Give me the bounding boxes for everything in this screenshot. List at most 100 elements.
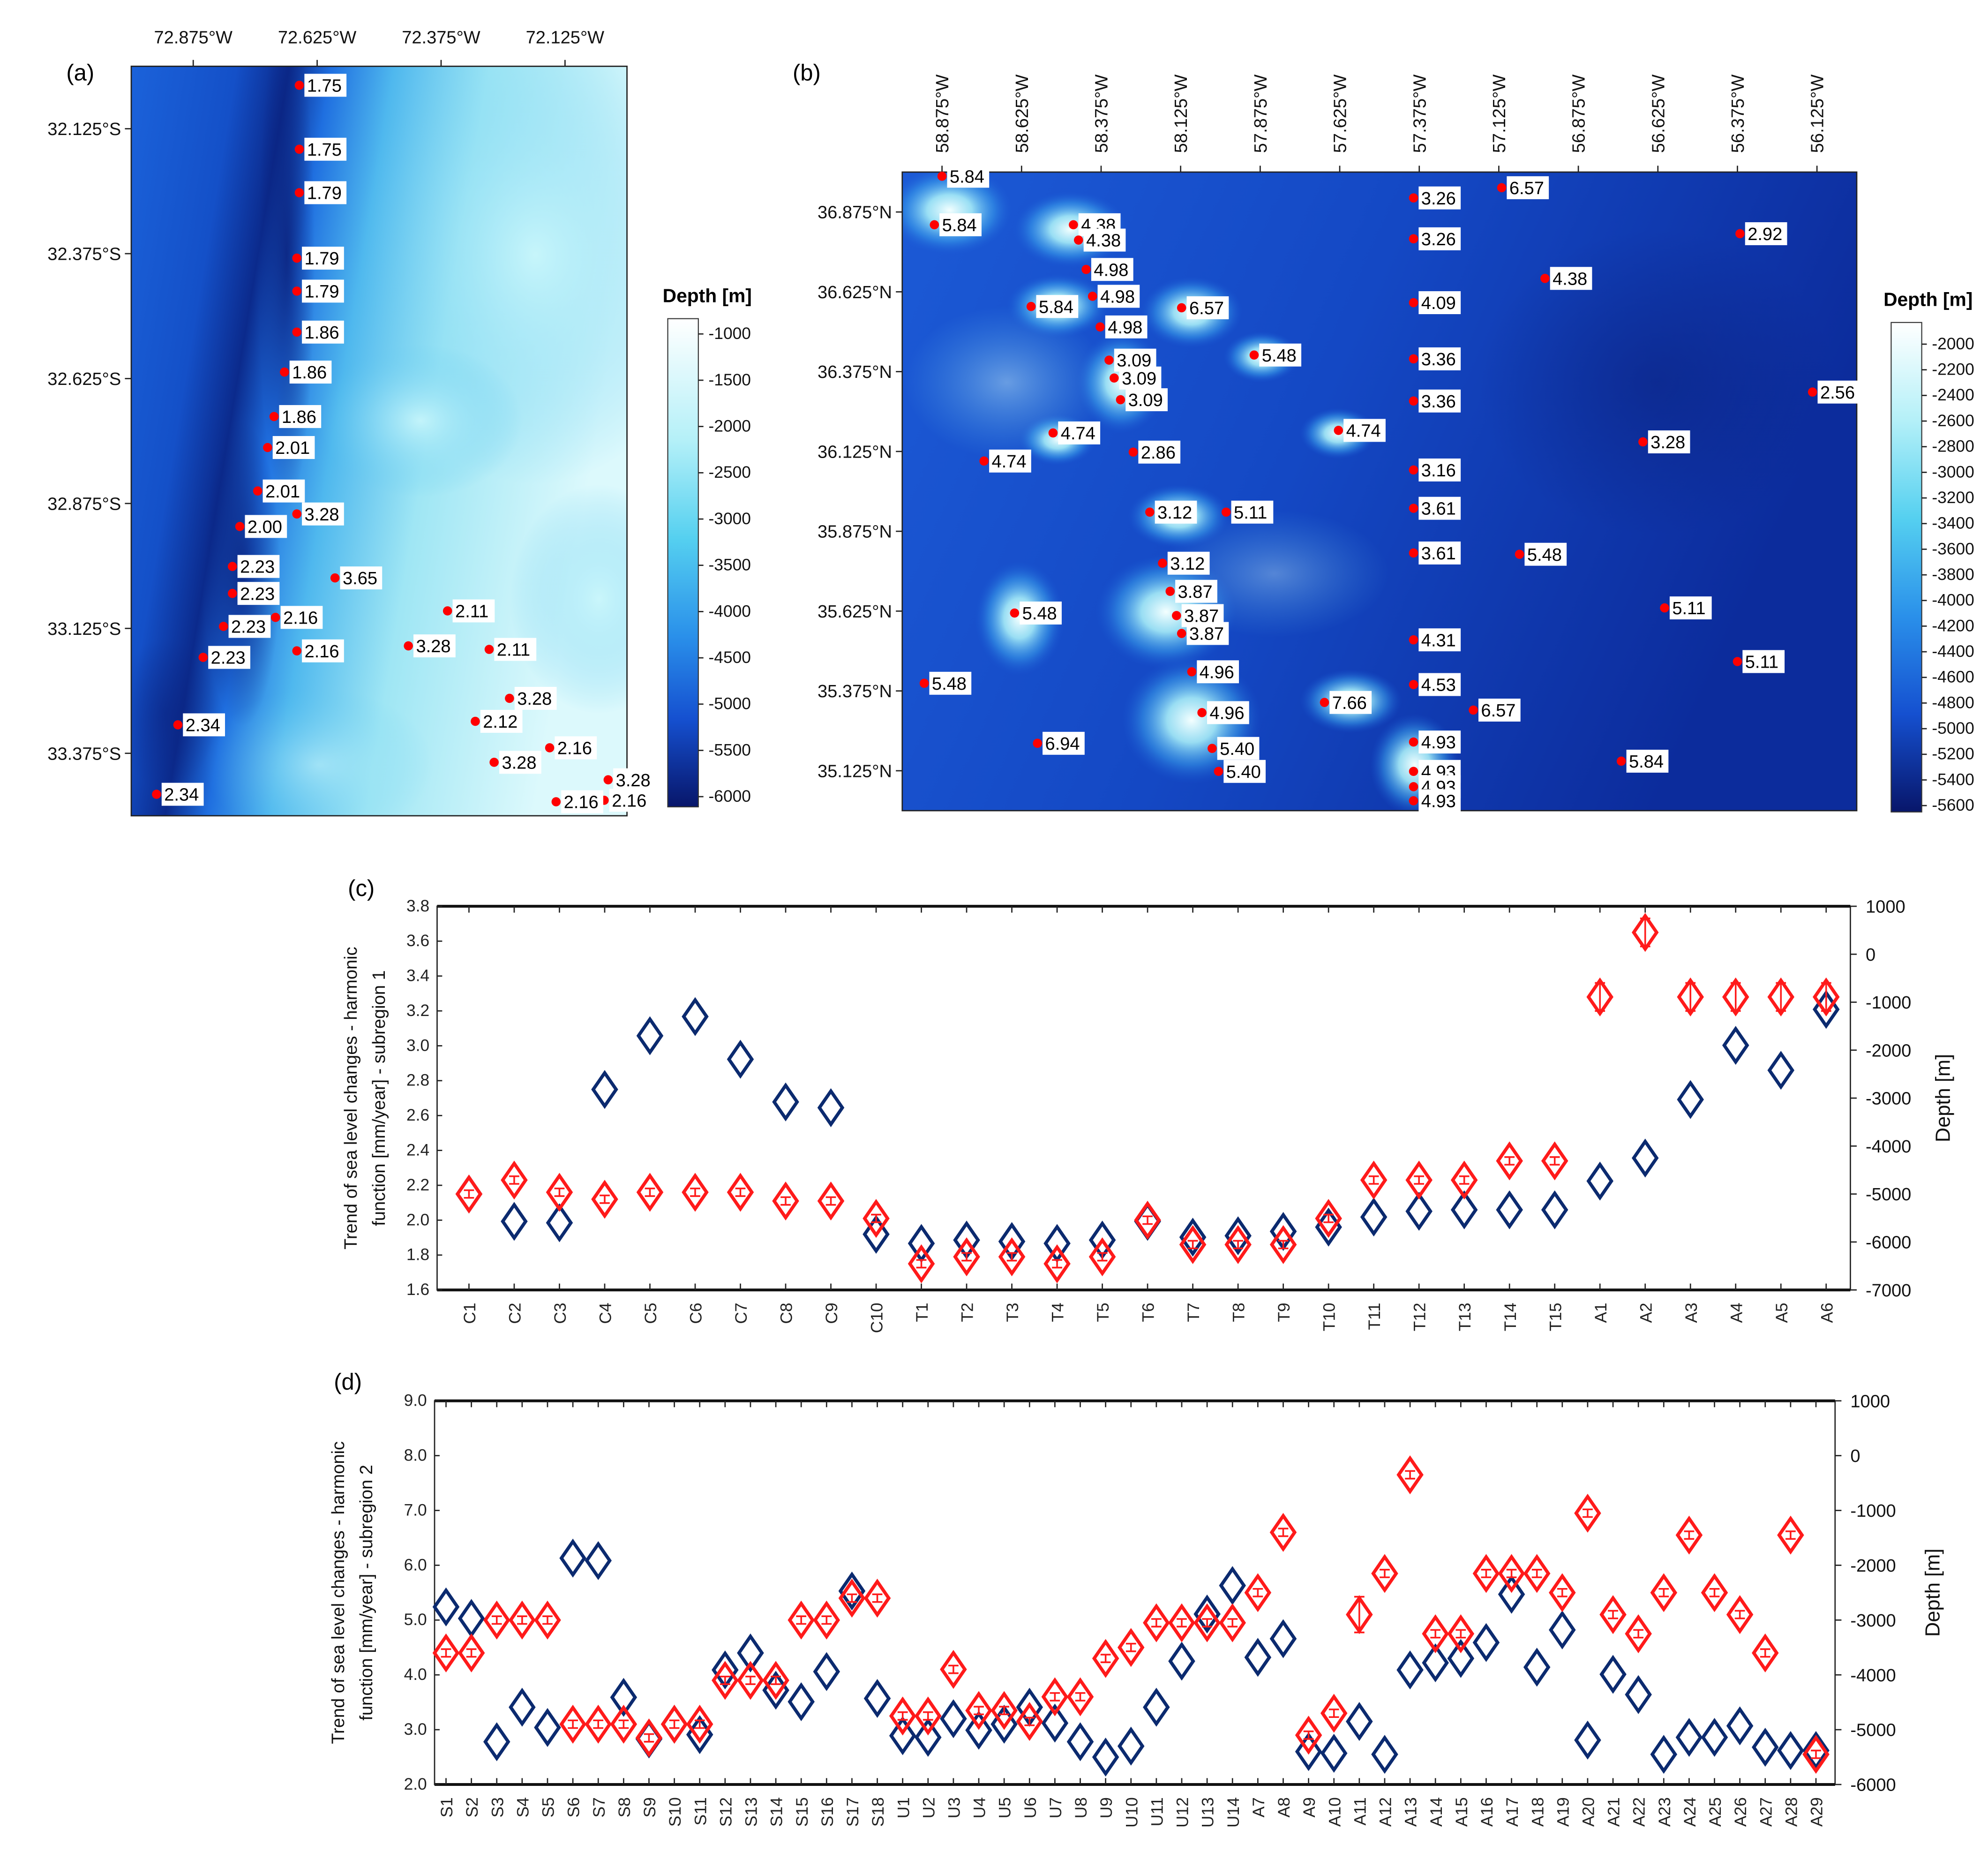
x-tick-label: S8	[615, 1797, 634, 1817]
colorbar-tick-label: -3400	[1932, 514, 1974, 533]
point-label: 3.28	[305, 505, 339, 525]
x-tick-label: 57.875°W	[1251, 75, 1271, 153]
point-label-background	[1155, 500, 1197, 524]
point-marker	[1172, 611, 1181, 620]
map-point: 2.11	[484, 638, 537, 661]
map-point: 4.98	[1088, 285, 1140, 308]
map-point: 2.16	[551, 790, 603, 813]
diamond-marker	[559, 1538, 586, 1578]
point-label-background	[1231, 500, 1274, 524]
colorbar-tick-label: -3800	[1932, 565, 1974, 584]
colorbar-tick-label: -3000	[709, 510, 751, 528]
x-tick-label: C9	[823, 1302, 841, 1324]
x-tick-label: S3	[488, 1797, 507, 1817]
trend-point	[1777, 1515, 1804, 1555]
depth-point	[1650, 1735, 1678, 1774]
point-label: 4.93	[1421, 792, 1456, 812]
x-tick-label: U8	[1072, 1797, 1090, 1818]
map-point: 2.01	[253, 479, 305, 503]
point-marker	[1110, 373, 1119, 383]
diamond-marker	[908, 1244, 935, 1283]
point-label: 3.16	[1421, 461, 1456, 481]
diamond-marker	[1523, 1648, 1551, 1687]
point-marker	[1409, 465, 1418, 475]
y2-tick-label: -1000	[1866, 993, 1911, 1013]
colorbar-tick-label: -4000	[1932, 591, 1974, 610]
point-label-background	[1217, 737, 1260, 760]
error-bar	[1685, 982, 1696, 1012]
map-point: 5.48	[1249, 343, 1302, 367]
depth-point	[1219, 1566, 1246, 1605]
depth-point	[1224, 1216, 1252, 1256]
trend-point	[501, 1160, 528, 1200]
y-tick-label: 35.375°N	[818, 682, 892, 701]
x-tick-label: T9	[1275, 1302, 1293, 1322]
x-tick-label: 57.125°W	[1490, 75, 1509, 153]
x-tick-label: A20	[1580, 1797, 1598, 1827]
y2-tick-label: -4000	[1850, 1666, 1896, 1686]
depth-point	[1726, 1706, 1754, 1746]
point-label: 3.28	[416, 637, 450, 656]
trend-point	[1193, 1603, 1221, 1642]
point-marker	[404, 641, 413, 651]
map-point: 1.79	[292, 279, 344, 303]
diamond-marker	[458, 1599, 485, 1638]
error-bar	[1075, 1692, 1086, 1701]
trend-point	[636, 1173, 664, 1212]
colorbar-b-title: Depth [m]	[1883, 288, 1973, 310]
point-label: 2.12	[483, 712, 518, 732]
x-tick-label: U9	[1097, 1797, 1116, 1818]
diamond-marker	[838, 1579, 866, 1618]
diamond-marker	[940, 1699, 967, 1739]
diamond-marker	[817, 1088, 845, 1128]
point-label-background	[1186, 622, 1229, 645]
depth-point	[863, 1215, 890, 1254]
x-tick-label: A4	[1727, 1302, 1746, 1323]
point-label: 3.26	[1421, 189, 1456, 209]
diamond-marker	[1295, 1716, 1322, 1755]
point-label: 2.11	[455, 602, 488, 622]
trend-point	[863, 1579, 891, 1618]
x-tick-label: S6	[565, 1797, 583, 1817]
panel-label-d: (d)	[334, 1369, 362, 1394]
point-label-background	[609, 789, 652, 812]
error-bar	[1125, 1642, 1136, 1652]
x-tick-label: T6	[1140, 1302, 1158, 1322]
point-marker	[1197, 708, 1207, 717]
diamond-marker	[953, 1237, 980, 1277]
point-marker	[603, 775, 613, 784]
point-marker	[1409, 737, 1418, 747]
diamond-marker	[1016, 1702, 1043, 1741]
error-bar	[554, 1187, 565, 1197]
diamond-marker	[1066, 1722, 1094, 1762]
diamond-marker	[1143, 1603, 1170, 1642]
map-point: 1.86	[269, 405, 322, 428]
x-tick-label: A26	[1732, 1797, 1750, 1827]
point-label-background	[237, 582, 280, 605]
diamond-marker	[788, 1600, 815, 1640]
colorbar-tick-label: -5400	[1932, 770, 1974, 789]
diamond-marker	[772, 1082, 799, 1122]
depth-point	[1066, 1722, 1094, 1762]
depth-point	[863, 1679, 891, 1718]
trend-point	[727, 1173, 754, 1212]
point-label-background	[1197, 660, 1239, 684]
point-label: 1.86	[282, 407, 316, 427]
diamond-marker	[813, 1600, 840, 1640]
diamond-marker	[1450, 1190, 1478, 1229]
y-tick-label: 33.125°S	[47, 619, 121, 639]
x-tick-label: C10	[868, 1302, 886, 1333]
point-label-background	[1105, 315, 1148, 339]
point-label-background	[280, 606, 323, 629]
depth-point	[1496, 1190, 1523, 1229]
point-label-background	[1418, 458, 1461, 482]
error-bar	[1549, 1156, 1560, 1166]
y-axis-label: function [mm/year] - subregion 2	[357, 1465, 376, 1721]
map-point: 2.23	[218, 615, 271, 638]
trend-point	[838, 1579, 866, 1618]
error-bar	[1821, 982, 1831, 1012]
point-marker	[294, 188, 304, 197]
depth-point	[940, 1699, 967, 1739]
x-tick-label: 72.375°W	[402, 28, 480, 47]
x-tick-label: A8	[1275, 1797, 1293, 1817]
